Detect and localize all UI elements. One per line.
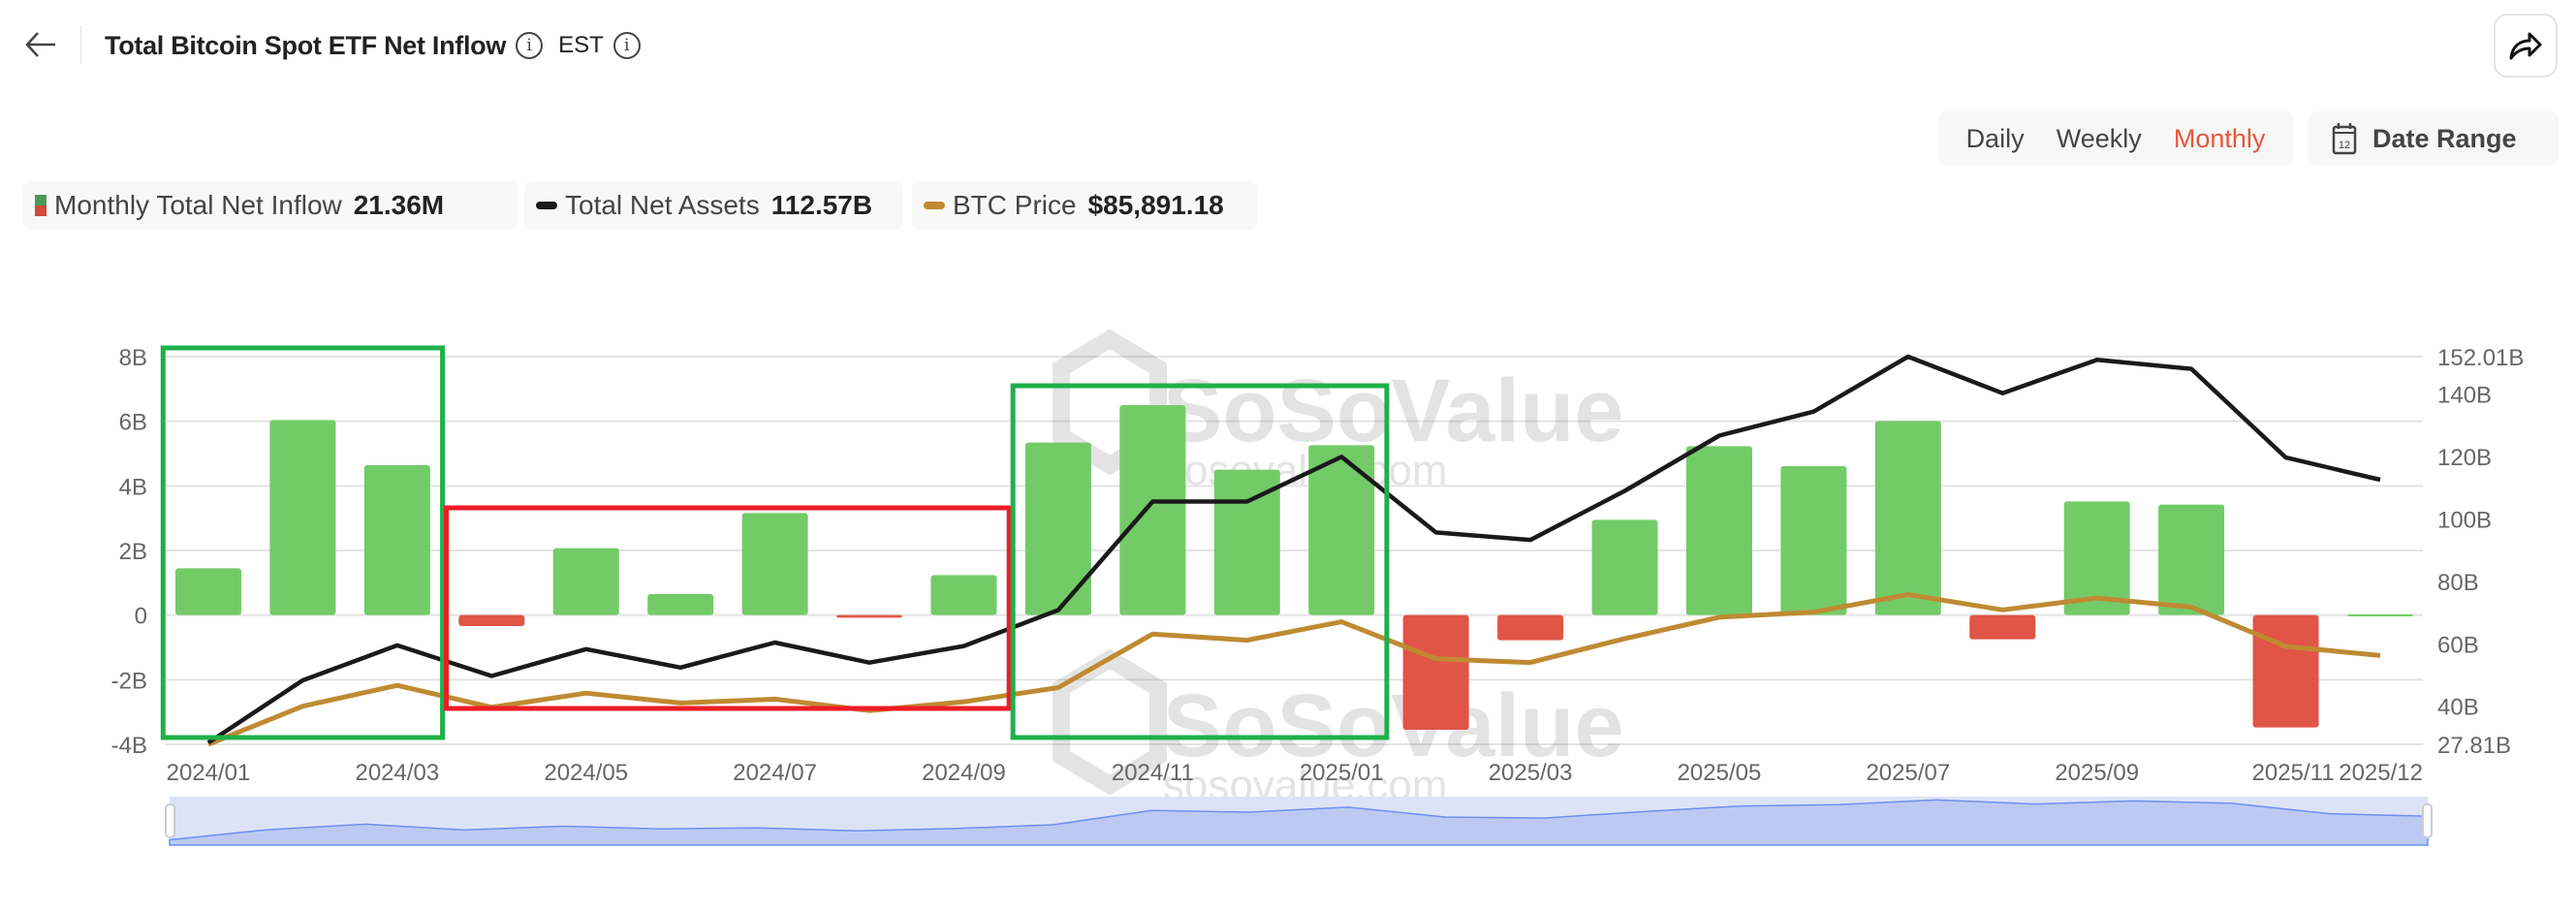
watermark-logo: SoSoValue sosovalue.com xyxy=(1052,648,1624,809)
left-axis-tick: -2B xyxy=(111,668,147,694)
bar-2025/03 xyxy=(1497,614,1564,641)
bar-2025/12 xyxy=(2347,614,2413,616)
highlight-box-green xyxy=(1010,383,1390,740)
bar-2024/02 xyxy=(269,420,336,615)
left-axis-tick: 0 xyxy=(135,604,147,630)
bar-2025/10 xyxy=(2158,504,2225,615)
bar-2025/04 xyxy=(1591,519,1658,615)
tab-weekly[interactable]: Weekly xyxy=(2056,123,2142,153)
bar-2025/09 xyxy=(2063,501,2130,615)
right-axis-tick: 40B xyxy=(2437,695,2479,721)
highlight-box-red xyxy=(444,505,1012,711)
svg-text:12: 12 xyxy=(2339,140,2350,151)
bar-2024/03 xyxy=(363,465,430,615)
bar-2025/11 xyxy=(2252,614,2319,728)
legend-value: 21.36M xyxy=(353,190,445,220)
left-axis-tick: 2B xyxy=(119,539,147,565)
bar-2025/02 xyxy=(1402,614,1469,730)
x-axis-tick: 2024/05 xyxy=(544,760,628,786)
legend-btc-price[interactable]: BTC Price $85,891.18 xyxy=(912,181,1257,230)
bar-2024/11 xyxy=(1119,405,1186,615)
btc-price-line xyxy=(207,592,2381,747)
left-axis-tick: 6B xyxy=(119,410,147,436)
page-title: Total Bitcoin Spot ETF Net Inflow xyxy=(105,30,507,60)
x-axis-tick: 2025/05 xyxy=(1678,760,1762,786)
watermark-brand: SoSoValue xyxy=(1163,676,1624,775)
legend-label: BTC Price xyxy=(953,190,1077,220)
x-axis-tick: 2025/01 xyxy=(1300,760,1384,786)
legend-value: 112.57B xyxy=(770,190,873,220)
share-arrow-icon xyxy=(2509,32,2542,60)
x-axis-tick: 2024/01 xyxy=(167,760,251,786)
bar-2025/08 xyxy=(1969,614,2036,640)
back-button[interactable] xyxy=(19,21,62,68)
arrow-left-icon xyxy=(25,32,55,57)
watermark-domain: sosovalue.com xyxy=(1163,447,1447,494)
right-axis-tick: 60B xyxy=(2437,632,2479,658)
bar-2024/08 xyxy=(836,614,903,618)
range-slider-handle-left[interactable] xyxy=(165,803,175,838)
legend-net-inflow[interactable]: Monthly Total Net Inflow 21.36M xyxy=(23,181,518,230)
x-axis-tick: 2025/07 xyxy=(1866,760,1950,786)
x-axis-tick: 2025/09 xyxy=(2055,760,2139,786)
header-divider xyxy=(80,25,81,64)
bar-2024/12 xyxy=(1213,469,1280,615)
bar-2024/09 xyxy=(930,575,997,615)
bar-2025/06 xyxy=(1780,466,1847,615)
tab-monthly[interactable]: Monthly xyxy=(2173,123,2266,153)
header: Total Bitcoin Spot ETF Net Inflow i EST … xyxy=(105,25,641,66)
line-legend-icon xyxy=(924,202,945,209)
highlight-box-green xyxy=(160,345,446,740)
left-axis-tick: 8B xyxy=(119,345,147,371)
bar-2024/10 xyxy=(1024,442,1091,615)
share-button[interactable] xyxy=(2494,14,2558,78)
watermark-logo: SoSoValue sosovalue.com xyxy=(1052,329,1624,494)
x-axis-tick: 2024/07 xyxy=(733,760,817,786)
left-axis-tick: 4B xyxy=(119,474,147,500)
bar-2024/06 xyxy=(647,594,714,615)
info-circle-icon[interactable]: i xyxy=(516,32,544,59)
bar-2024/01 xyxy=(175,568,241,615)
bar-2025/05 xyxy=(1685,446,1752,615)
legend-total-net-assets[interactable]: Total Net Assets 112.57B xyxy=(524,181,903,230)
x-axis-tick: 2024/11 xyxy=(1112,760,1194,786)
timezone-label: EST xyxy=(558,32,604,58)
bar-2025/01 xyxy=(1308,445,1375,615)
date-range-label: Date Range xyxy=(2372,123,2517,153)
x-axis-tick: 2025/12 xyxy=(2339,760,2423,786)
left-axis-tick: -4B xyxy=(111,733,147,759)
total-net-assets-line xyxy=(206,354,2381,745)
legend-label: Monthly Total Net Inflow xyxy=(54,190,342,220)
x-axis-tick: 2025/03 xyxy=(1489,760,1573,786)
bar-2024/05 xyxy=(552,548,619,615)
x-axis-tick: 2025/11 xyxy=(2252,760,2335,786)
range-slider-handle-right[interactable] xyxy=(2422,803,2433,838)
line-legend-icon xyxy=(536,202,557,209)
x-axis-tick: 2024/03 xyxy=(355,760,439,786)
tab-daily[interactable]: Daily xyxy=(1965,123,2025,153)
right-axis-tick: 100B xyxy=(2437,508,2492,534)
calendar-12-icon: 12 xyxy=(2332,123,2357,155)
right-axis-tick: 80B xyxy=(2437,570,2479,596)
bar-legend-icon xyxy=(35,195,47,216)
legend-value: $85,891.18 xyxy=(1087,190,1224,220)
right-axis-tick: 120B xyxy=(2437,445,2492,471)
x-axis-tick: 2024/09 xyxy=(922,760,1006,786)
legend-label: Total Net Assets xyxy=(565,190,760,220)
right-axis-tick: 152.01B xyxy=(2437,345,2524,371)
bar-2024/07 xyxy=(741,513,808,615)
bar-2024/04 xyxy=(458,614,525,626)
watermark-brand: SoSoValue xyxy=(1163,361,1624,460)
right-axis-tick: 27.81B xyxy=(2437,733,2511,759)
timezone-info-icon[interactable]: i xyxy=(613,32,641,59)
bar-2025/07 xyxy=(1874,421,1941,615)
range-slider-preview xyxy=(169,799,2429,846)
right-axis-tick: 140B xyxy=(2437,383,2492,409)
period-selector: Daily Weekly Monthly xyxy=(1938,111,2293,166)
date-range-button[interactable]: 12 Date Range xyxy=(2309,111,2559,166)
